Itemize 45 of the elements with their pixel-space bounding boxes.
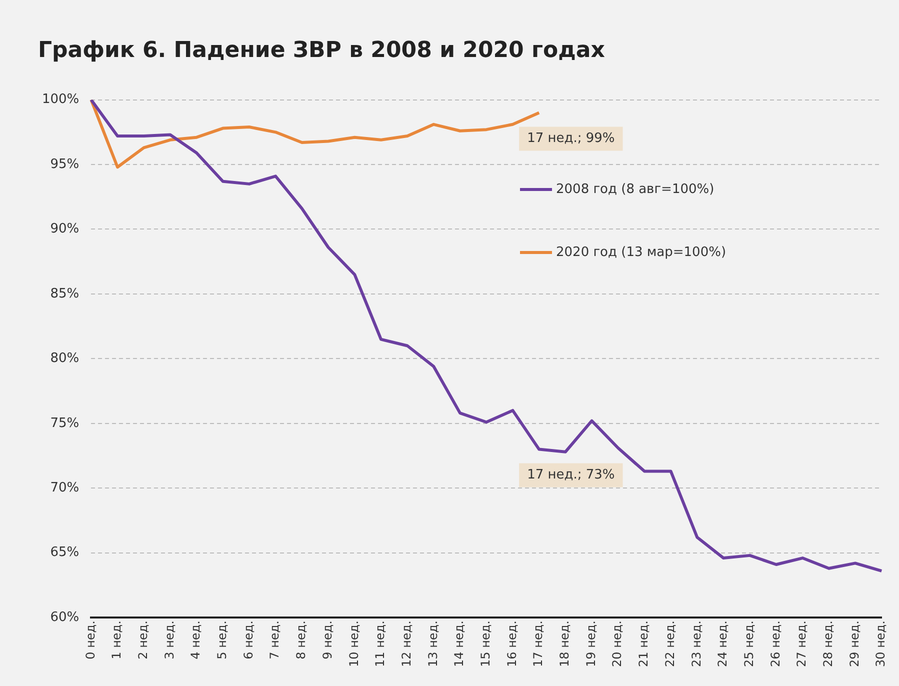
y-tick-label: 75%: [50, 416, 80, 431]
x-tick-label: 13 нед.: [426, 620, 440, 668]
x-tick-label: 9 нед.: [320, 620, 334, 660]
x-tick-label: 6 нед.: [241, 620, 256, 660]
x-tick-label: 0 нед.: [83, 620, 98, 660]
x-tick-label: 5 нед.: [215, 620, 230, 660]
legend-label: 2008 год (8 авг=100%): [556, 182, 714, 197]
x-tick-label: 14 нед.: [452, 620, 466, 668]
x-tick-label: 7 нед.: [268, 620, 282, 660]
x-tick-label: 20 нед.: [610, 620, 624, 668]
x-tick-label: 23 нед.: [689, 620, 704, 668]
y-tick-label: 65%: [50, 545, 80, 560]
x-tick-label: 25 нед.: [742, 620, 756, 668]
y-tick-label: 100%: [42, 92, 80, 108]
x-tick-label: 11 нед.: [373, 620, 388, 668]
legend-label: 2020 год (13 мар=100%): [556, 245, 726, 260]
y-tick-label: 90%: [50, 222, 80, 237]
x-tick-label: 2 нед.: [136, 620, 150, 660]
y-tick-label: 70%: [50, 480, 80, 496]
x-tick-label: 21 нед.: [636, 620, 651, 668]
x-tick-label: 1 нед.: [110, 620, 124, 660]
y-tick-label: 95%: [50, 156, 80, 172]
x-tick-label: 8 нед.: [294, 620, 308, 660]
y-tick-label: 80%: [50, 351, 80, 366]
y-tick-label: 60%: [50, 610, 80, 625]
x-tick-label: 3 нед.: [162, 620, 176, 660]
annotation: 17 нед.; 73%: [527, 468, 615, 483]
y-tick-label: 85%: [50, 286, 80, 302]
x-tick-label: 4 нед.: [188, 620, 203, 660]
x-tick-label: 16 нед.: [504, 620, 519, 668]
x-tick-label: 22 нед.: [662, 620, 677, 668]
x-tick-label: 12 нед.: [399, 620, 414, 668]
x-tick-label: 10 нед.: [346, 620, 361, 668]
x-tick-label: 27 нед.: [794, 620, 809, 668]
x-tick-label: 15 нед.: [478, 620, 493, 668]
x-tick-label: 26 нед.: [768, 620, 782, 668]
annotation: 17 нед.; 99%: [527, 131, 615, 146]
x-tick-label: 19 нед.: [584, 620, 598, 668]
chart-title: График 6. Падение ЗВР в 2008 и 2020 годах: [38, 38, 605, 63]
x-tick-label: 30 нед.: [874, 620, 888, 668]
x-tick-label: 29 нед.: [847, 620, 862, 668]
x-tick-label: 28 нед.: [821, 620, 836, 668]
x-tick-label: 24 нед.: [716, 620, 730, 668]
x-tick-label: 17 нед.: [531, 620, 546, 668]
x-tick-label: 18 нед.: [558, 620, 572, 668]
